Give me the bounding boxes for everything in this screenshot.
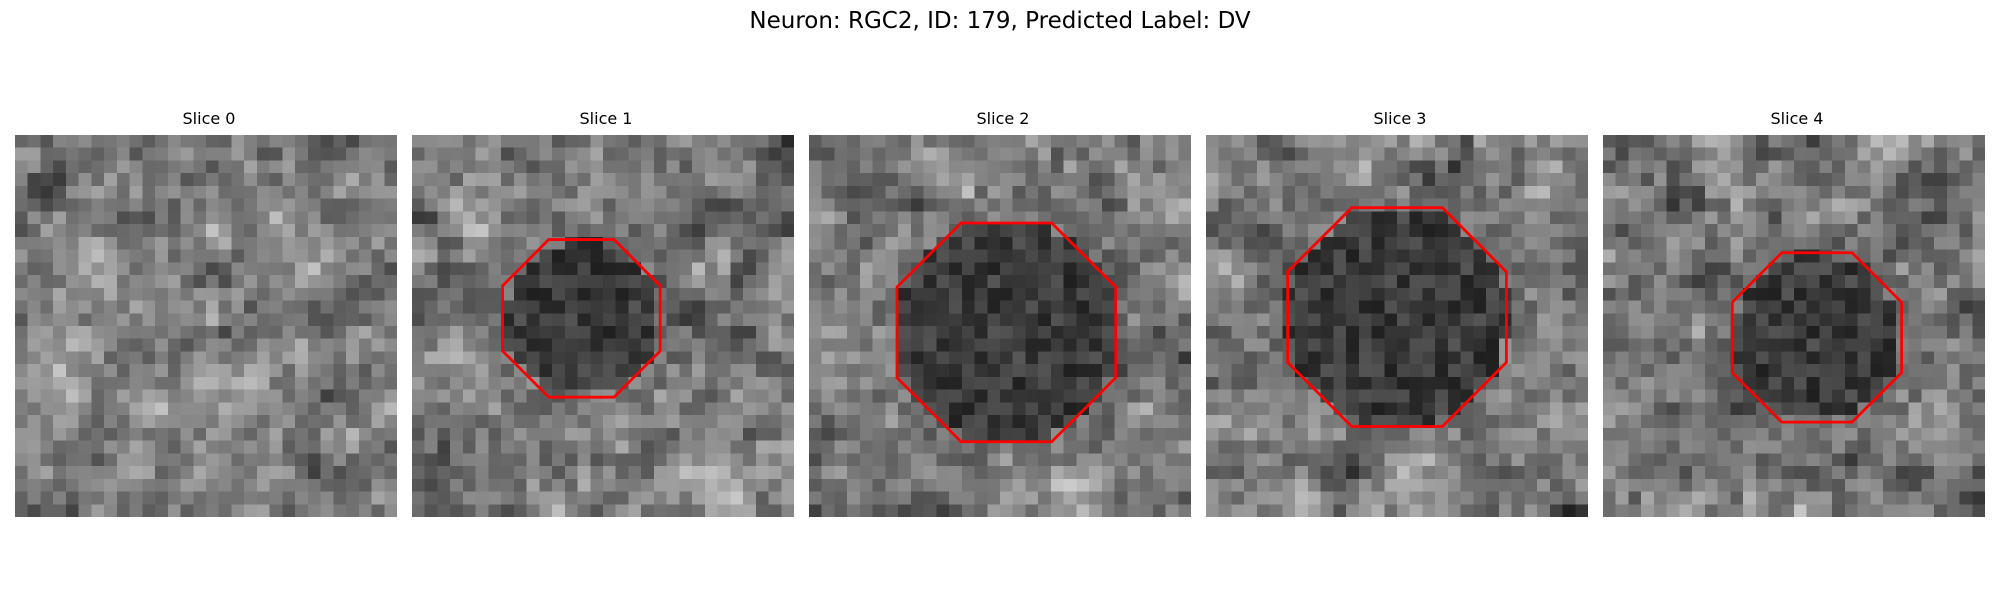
panel-title: Slice 2 — [976, 109, 1030, 128]
slice-image — [1206, 135, 1588, 517]
soma-contour — [1286, 206, 1508, 428]
panel-title: Slice 3 — [1373, 109, 1427, 128]
panel-title: Slice 1 — [579, 109, 633, 128]
soma-contour — [1730, 251, 1903, 424]
slice-image — [412, 135, 794, 517]
slice-image — [1603, 135, 1985, 517]
panel-title: Slice 4 — [1770, 109, 1824, 128]
panel-title: Slice 0 — [182, 109, 236, 128]
slice-image — [15, 135, 397, 517]
slice-image — [809, 135, 1191, 517]
figure-title: Neuron: RGC2, ID: 179, Predicted Label: … — [749, 8, 1251, 34]
soma-contour — [501, 238, 662, 399]
soma-contour — [895, 221, 1118, 444]
